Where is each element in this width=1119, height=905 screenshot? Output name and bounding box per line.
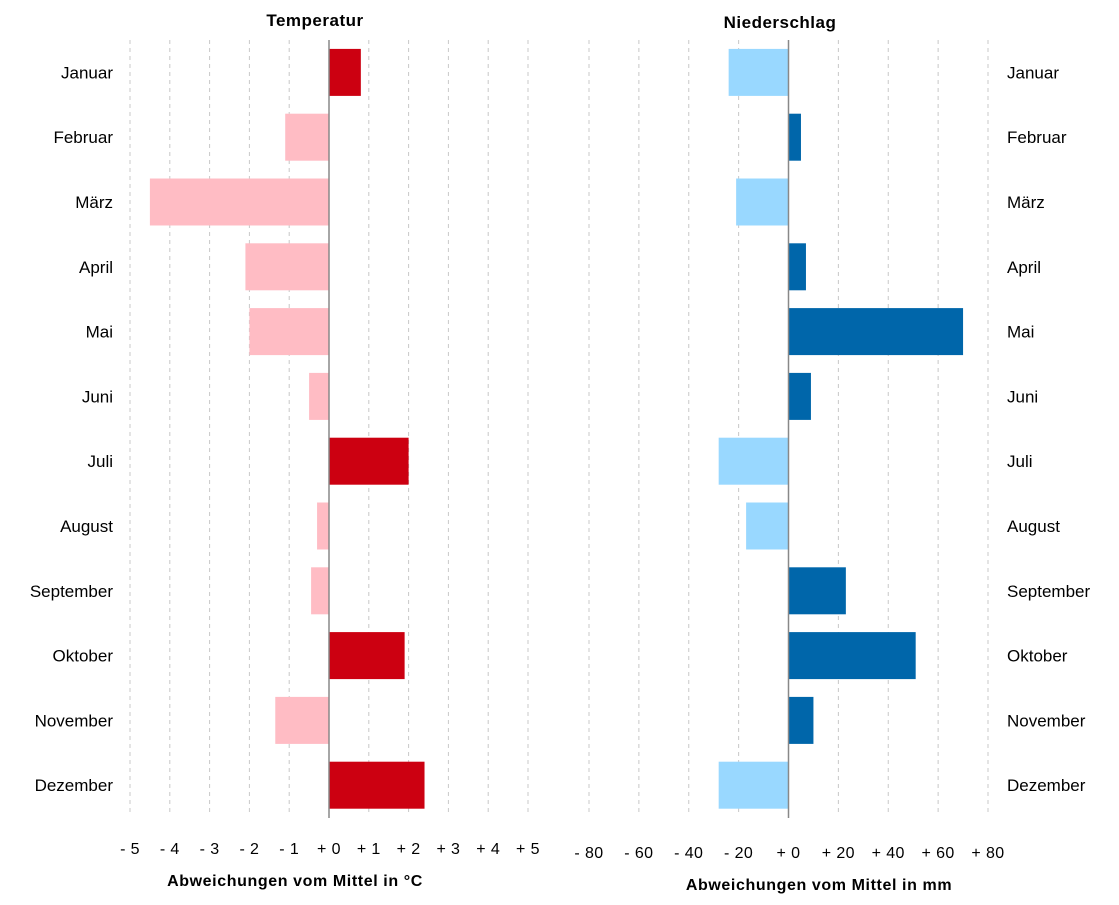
precipitation-category-label: Juli (1007, 452, 1033, 471)
temperature-category-label: Juli (87, 452, 113, 471)
precipitation-bar-november (788, 696, 814, 744)
precipitation-category-label: Juni (1007, 387, 1038, 406)
precipitation-tick-labels: - 80 - 60 - 40 - 20 + 0 + 20 + 40 + 60 + 80 (574, 845, 1004, 862)
precipitation-bar-juni (788, 372, 811, 420)
temperature-tick-label: - 5 (120, 841, 140, 858)
temperature-tick-label: - 2 (239, 841, 259, 858)
precipitation-tick-label: - 40 (674, 845, 703, 862)
precipitation-category-label: Oktober (1007, 647, 1068, 666)
temperature-tick-label: + 2 (397, 841, 421, 858)
precipitation-category-label: September (1007, 582, 1090, 601)
temperature-category-label: August (60, 517, 113, 536)
precipitation-bar-oktober (788, 632, 916, 680)
temperature-category-label: April (79, 258, 113, 277)
precipitation-category-labels: Januar Februar März April Mai Juni Juli August S… (1007, 63, 1090, 795)
temperature-bar-oktober (329, 632, 405, 680)
precipitation-category-label: Februar (1007, 128, 1067, 147)
temperature-tick-label: + 5 (516, 841, 540, 858)
precipitation-chart-title: Niederschlag (724, 13, 837, 32)
precipitation-tick-label: - 60 (624, 845, 653, 862)
temperature-category-label: Mai (86, 323, 113, 342)
precipitation-bars (718, 48, 964, 809)
precipitation-tick-label: + 20 (822, 845, 855, 862)
precipitation-category-label: November (1007, 711, 1086, 730)
precipitation-x-axis-label: Abweichungen vom Mittel in mm (686, 877, 952, 894)
precipitation-gridlines (588, 40, 989, 816)
precipitation-category-label: August (1007, 517, 1060, 536)
temperature-bar-august (317, 502, 329, 550)
temperature-chart: Temperatur Abweichungen vom Mittel in °C… (30, 11, 540, 890)
precipitation-tick-label: + 60 (922, 845, 955, 862)
temperature-category-labels: Januar Februar März April Mai Juni Juli August S… (30, 63, 114, 795)
precipitation-bar-februar (788, 113, 801, 161)
precipitation-chart: Niederschlag Abweichungen vom Mittel in … (574, 13, 1090, 894)
temperature-category-label: Februar (53, 128, 113, 147)
temperature-bar-september (311, 567, 329, 615)
temperature-bar-januar (329, 48, 361, 96)
precipitation-category-label: März (1007, 193, 1045, 212)
temperature-category-label: Januar (61, 63, 113, 82)
precipitation-bar-august (746, 502, 789, 550)
temperature-category-label: November (35, 711, 114, 730)
temperature-bar-februar (285, 113, 329, 161)
temperature-tick-labels: - 5 - 4 - 3 - 2 - 1 + 0 + 1 + 2 + 3 + 4 + 5 (120, 841, 540, 858)
temperature-category-label: Dezember (35, 776, 114, 795)
temperature-tick-label: - 3 (200, 841, 220, 858)
temperature-bar-juni (309, 372, 329, 420)
temperature-gridlines (129, 40, 529, 816)
temperature-bar-november (275, 696, 329, 744)
precipitation-tick-label: - 80 (574, 845, 603, 862)
temperature-bar-mai (249, 308, 329, 356)
temperature-tick-label: - 4 (160, 841, 180, 858)
precipitation-bar-mai (788, 308, 964, 356)
temperature-bars (149, 48, 425, 809)
precipitation-bar-dezember (718, 761, 789, 809)
temperature-x-axis-label: Abweichungen vom Mittel in °C (167, 873, 423, 890)
temperature-tick-label: + 0 (317, 841, 341, 858)
temperature-tick-label: - 1 (279, 841, 299, 858)
precipitation-bar-januar (728, 48, 789, 96)
precipitation-category-label: April (1007, 258, 1041, 277)
precipitation-bar-september (788, 567, 846, 615)
precipitation-tick-label: + 80 (971, 845, 1004, 862)
temperature-bar-april (245, 243, 329, 291)
precipitation-tick-label: + 0 (777, 845, 801, 862)
temperature-category-label: März (75, 193, 113, 212)
precipitation-tick-label: - 20 (724, 845, 753, 862)
temperature-bar-juli (329, 437, 409, 485)
precipitation-category-label: Dezember (1007, 776, 1086, 795)
temperature-bar-märz (149, 178, 329, 226)
temperature-category-label: September (30, 582, 113, 601)
temperature-tick-label: + 3 (436, 841, 460, 858)
temperature-bar-dezember (329, 761, 425, 809)
precipitation-category-label: Januar (1007, 63, 1059, 82)
temperature-category-label: Oktober (53, 647, 114, 666)
temperature-chart-title: Temperatur (266, 11, 363, 30)
precipitation-bar-märz (736, 178, 789, 226)
precipitation-category-label: Mai (1007, 323, 1034, 342)
temperature-category-label: Juni (82, 387, 113, 406)
temperature-tick-label: + 4 (476, 841, 500, 858)
precipitation-tick-label: + 40 (872, 845, 905, 862)
precipitation-bar-april (788, 243, 806, 291)
precipitation-bar-juli (718, 437, 789, 485)
temperature-tick-label: + 1 (357, 841, 381, 858)
